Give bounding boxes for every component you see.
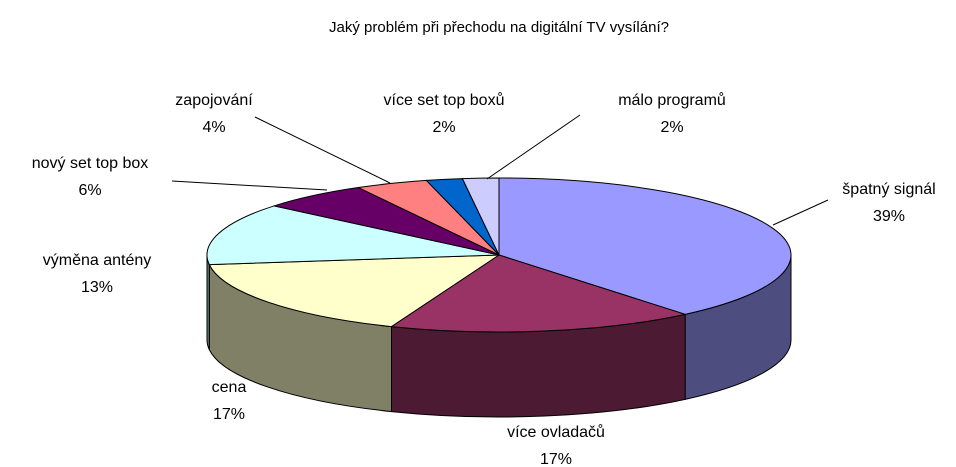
slice-label: špatný signál xyxy=(842,181,935,198)
slice-label: málo programů xyxy=(618,91,726,109)
slice-label: nový set top box xyxy=(32,155,149,172)
slice xyxy=(391,254,686,333)
value-label: 13% xyxy=(81,279,113,296)
slice xyxy=(208,254,500,328)
slice-label: výměna antény xyxy=(43,252,152,269)
leader-line xyxy=(254,116,391,184)
value-label: 2% xyxy=(660,119,683,136)
leader-line xyxy=(486,114,581,180)
slice-side xyxy=(206,254,210,351)
slice-label: zapojování xyxy=(175,92,253,109)
value-label: 6% xyxy=(78,182,101,199)
leader-line xyxy=(772,199,829,226)
slice xyxy=(206,205,500,266)
slice-label: více set top boxů xyxy=(384,91,505,109)
slice-label: více ovladačů xyxy=(507,423,605,441)
value-label: 17% xyxy=(213,406,245,423)
slice-label: cena xyxy=(212,379,247,396)
value-label: 2% xyxy=(432,119,455,136)
leader-line xyxy=(171,180,328,191)
chart-title: Jaký problém při přechodu na digitální T… xyxy=(329,19,669,36)
slice xyxy=(498,177,792,315)
value-label: 4% xyxy=(202,119,225,136)
slice xyxy=(461,177,500,256)
value-label: 17% xyxy=(540,451,572,467)
value-label: 39% xyxy=(873,208,905,225)
